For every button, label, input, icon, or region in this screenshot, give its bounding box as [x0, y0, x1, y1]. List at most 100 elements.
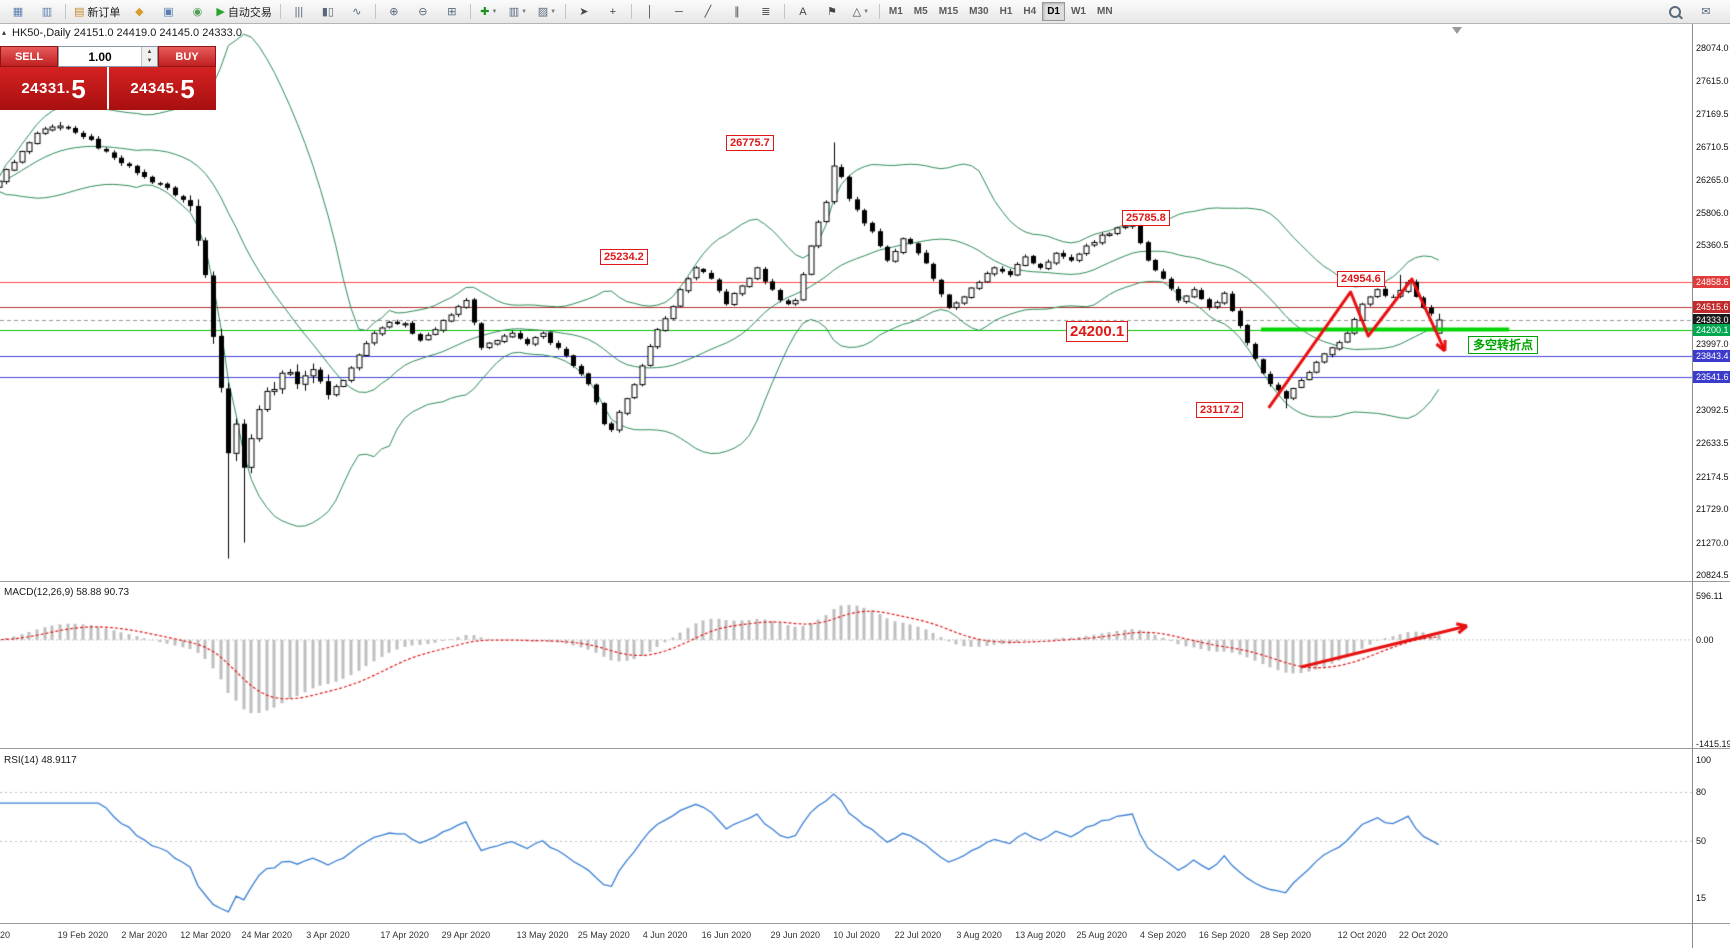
price-level-annotation[interactable]: 23117.2 [1196, 402, 1244, 418]
tile-windows-button[interactable]: ⊞ [438, 1, 466, 22]
market-watch-button[interactable]: ◆ [125, 1, 153, 22]
rsi-axis-label: 50 [1696, 836, 1707, 847]
profiles-button[interactable]: ▥ [33, 1, 61, 22]
vertical-line-button[interactable]: │ [636, 1, 664, 22]
price-axis-label: 23092.5 [1696, 405, 1729, 416]
price-level-annotation[interactable]: 24200.1 [1066, 321, 1129, 342]
timeframe-w1-button[interactable]: W1 [1070, 6, 1086, 17]
price-chart-canvas[interactable] [0, 24, 1730, 581]
candlestick-chart-button[interactable]: ▮▯ [314, 1, 342, 22]
text-icon: A [799, 5, 807, 18]
volume-up-button[interactable]: ▲ [142, 47, 157, 57]
price-axis-label: 25806.0 [1696, 207, 1729, 218]
channel-button[interactable]: ∥ [723, 1, 751, 22]
navigator-button[interactable]: ◉ [183, 1, 211, 22]
oneclick-collapse-arrow-icon[interactable]: ▴ [2, 28, 7, 37]
time-axis-label: 29 Jun 2020 [770, 930, 821, 940]
rsi-indicator-label: RSI(14) 48.9117 [4, 755, 77, 766]
toolbar-separator [783, 4, 785, 19]
text-button[interactable]: A [789, 1, 817, 22]
sell-button[interactable]: SELL [0, 46, 58, 67]
volume-down-button[interactable]: ▼ [142, 56, 157, 66]
search-button[interactable] [1661, 1, 1689, 22]
timeframe-h1-button[interactable]: H1 [999, 6, 1013, 17]
volume-box: ▲ ▼ [58, 46, 158, 67]
one-click-trading-panel: SELL ▲ ▼ BUY 24331.5 24345.5 [0, 46, 216, 110]
time-axis-label: Feb 2020 [0, 930, 11, 940]
community-button[interactable]: ✉ [1692, 1, 1720, 22]
timeframe-d1-button[interactable]: D1 [1042, 2, 1065, 21]
new-chart-button[interactable]: ▦ [4, 1, 32, 22]
timeframe-m30-button[interactable]: M30 [969, 6, 989, 17]
timeframe-toolbar: M1 M5 M15 M30 H1 H4 D1 W1 MN [884, 2, 1118, 21]
timeframe-h4-button[interactable]: H4 [1023, 6, 1037, 17]
zoom-in-button[interactable]: ⊕ [380, 1, 408, 22]
bar-chart-button[interactable]: ||| [285, 1, 313, 22]
macd-rsi-separator[interactable] [0, 748, 1730, 749]
candlestick-chart-icon: ▮▯ [321, 6, 334, 18]
templates-button[interactable]: ▨ ▼ [533, 1, 561, 22]
price-main-digits: 24331. [21, 80, 71, 97]
toolbar-separator [564, 4, 566, 19]
time-axis-label: 28 Sep 2020 [1260, 930, 1312, 940]
macd-indicator-canvas[interactable] [0, 582, 1730, 748]
horizontal-line-icon: ─ [674, 5, 683, 18]
autotrading-button[interactable]: ▶ 自动交易 [212, 1, 275, 22]
time-axis-label: 17 Apr 2020 [380, 930, 429, 940]
price-axis-label: 21729.0 [1696, 504, 1729, 515]
macd-axis-label: 596.11 [1696, 591, 1723, 601]
time-axis-label: 10 Jul 2020 [833, 930, 880, 940]
label-button[interactable]: ⚑ [818, 1, 846, 22]
zoom-out-icon: ⊖ [418, 6, 428, 18]
price-level-annotation[interactable]: 25234.2 [600, 249, 648, 265]
volume-input[interactable] [59, 47, 141, 66]
autotrading-button-label: 自动交易 [227, 6, 272, 19]
timeframe-m15-button[interactable]: M15 [938, 6, 959, 17]
timeframe-m1-button[interactable]: M1 [888, 6, 903, 17]
price-big-digit: 5 [180, 73, 195, 104]
zoom-out-button[interactable]: ⊖ [409, 1, 437, 22]
time-axis-label: 16 Jun 2020 [701, 930, 752, 940]
timeframe-m5-button[interactable]: M5 [913, 6, 928, 17]
crosshair-button[interactable]: + [599, 1, 627, 22]
toolbar-separator [469, 4, 471, 19]
time-axis-label: 25 May 2020 [577, 930, 630, 940]
price-axis-label: 20824.5 [1696, 570, 1729, 580]
toolbar-separator [630, 4, 632, 19]
price-level-annotation[interactable]: 24954.6 [1337, 271, 1385, 287]
rsi-indicator-canvas[interactable] [0, 750, 1730, 923]
timeframe-mn-button[interactable]: MN [1096, 6, 1113, 17]
line-chart-icon: ∿ [352, 6, 362, 18]
turning-point-annotation[interactable]: 多空转折点 [1468, 336, 1539, 354]
price-axis-label: 26710.5 [1696, 142, 1729, 153]
buy-button[interactable]: BUY [158, 46, 216, 67]
price-axis-separator [1692, 24, 1693, 948]
price-main-digits: 24345. [130, 80, 180, 97]
rsi-axis-label: 100 [1696, 755, 1712, 765]
indicators-button[interactable]: ✚ ▼ [475, 1, 503, 22]
data-window-button[interactable]: ▣ [154, 1, 182, 22]
label-icon: ⚑ [826, 6, 837, 18]
fibonacci-button[interactable]: ≣ [752, 1, 780, 22]
shapes-button[interactable]: △ ▼ [847, 1, 875, 22]
price-level-annotation[interactable]: 26775.7 [726, 135, 774, 151]
time-axis-label: 2 Mar 2020 [121, 930, 167, 940]
sell-price-display[interactable]: 24331. 5 [0, 67, 107, 110]
trendline-button[interactable]: ╱ [694, 1, 722, 22]
buy-price-display[interactable]: 24345. 5 [109, 67, 216, 110]
chevron-down-icon: ▼ [550, 8, 557, 15]
price-level-annotation[interactable]: 25785.8 [1122, 210, 1170, 226]
time-axis-label: 4 Sep 2020 [1139, 930, 1186, 940]
time-axis-label: 12 Oct 2020 [1337, 930, 1387, 940]
price-axis-label: 22633.5 [1696, 438, 1729, 449]
cursor-button[interactable]: ➤ [570, 1, 598, 22]
main-macd-separator[interactable] [0, 581, 1730, 582]
periods-button[interactable]: ▥ ▼ [504, 1, 532, 22]
line-chart-button[interactable]: ∿ [343, 1, 371, 22]
chart-shift-marker[interactable] [1452, 27, 1462, 34]
new-order-button[interactable]: ▤ 新订单 [70, 1, 124, 22]
horizontal-line-button[interactable]: ─ [665, 1, 693, 22]
new-order-button-label: 新订单 [87, 6, 121, 19]
price-axis-tag: 24333.0 [1693, 313, 1730, 326]
